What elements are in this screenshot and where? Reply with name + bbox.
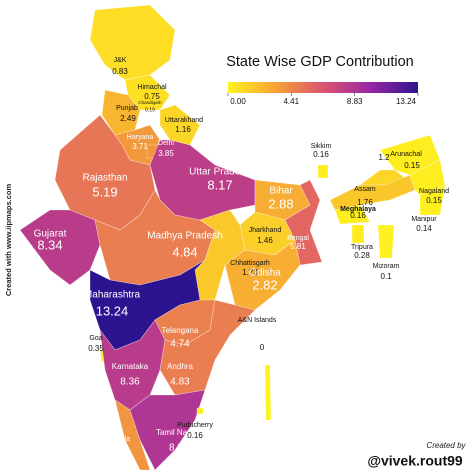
state-value: 13.24 [96,303,129,318]
state-value: 8.34 [37,237,62,252]
state-name: Bengal [287,235,309,242]
state-name: Meghalaya [340,206,376,213]
state-region [284,179,323,266]
state-region [419,184,446,216]
state-value: 0 [260,343,265,352]
colorbar-tick-label: 4.41 [283,97,299,106]
state-value: 1.76 [357,198,373,207]
state-name: Nagaland [419,188,449,195]
state-name: Arunachal [390,151,422,158]
state-value: 0.15 [426,196,442,205]
state-name: Sikkim [311,143,332,150]
state-name: Delhi [158,140,174,147]
state-name: Uttar Pradesh [189,167,251,178]
state-name: Jharkhand [249,227,282,234]
state-value: 1.2 [378,153,390,162]
state-value: 0.15 [404,161,420,170]
state-region [351,224,365,244]
state-name: Kerala [110,436,130,443]
state-name: Tripura [351,244,373,251]
map-title: State Wise GDP Contribution [226,54,414,70]
state-name: Himachal [137,84,167,91]
state-value: 0.16 [350,211,366,220]
state-value: 0.19 [145,107,155,113]
credit-label: Created by [426,441,466,450]
state-name: Karnataka [112,362,149,371]
state-name: Haryana [127,134,154,141]
colorbar-tick-label: 8.83 [347,97,363,106]
state-name: Telangana [162,326,199,335]
state-name: Rajasthan [82,173,127,184]
state-name: Punjab [116,105,138,112]
state-value: 8.36 [120,377,140,388]
state-value: 2.49 [120,114,136,123]
state-value: 0.16 [187,431,203,440]
state-name: Andhra [167,362,193,371]
state-region [129,389,206,471]
state-name: Chandigarh [138,100,162,105]
state-value: 3.86 [112,446,128,455]
state-value: 3.85 [158,149,174,158]
state-region [159,299,256,396]
state-value: 1.73 [242,268,258,277]
state-value: 0.1 [380,272,392,281]
state-name: Goa [89,335,102,342]
state-name: J&K [114,57,127,64]
regions [19,4,446,471]
state-name: Madhya Pradesh [147,231,223,242]
state-region [149,139,256,221]
state-name: Bihar [269,186,293,197]
state-value: 0.16 [313,150,329,159]
state-name: Chhattisgarh [230,260,270,267]
state-name: Tamil Nadu [156,428,196,437]
colorbar [228,82,418,93]
state-name: Odisha [249,268,281,279]
state-value: 0.83 [112,67,128,76]
state-value: 8.17 [207,177,232,192]
state-value: 8.8 [169,443,183,454]
state-name: A&N Islands [238,317,277,324]
state-name: Manipur [411,216,437,223]
state-region [196,407,204,415]
state-value: 5.81 [290,242,306,251]
state-name: Assam [354,186,376,193]
state-region [334,204,371,225]
state-value: 0.28 [354,251,370,260]
state-value: 4.74 [170,339,190,350]
state-value: 3.71 [132,142,148,151]
colorbar-tick-label: 13.24 [396,97,417,106]
state-region [317,164,329,179]
state-value: 5.19 [92,184,117,199]
state-value: 2.88 [268,196,293,211]
state-region [89,4,176,81]
state-value: 0.14 [416,224,432,233]
credit-site: Created with www.iipmaps.com [4,184,13,297]
state-region [224,239,301,311]
colorbar-tick-label: 0.00 [230,97,246,106]
credit-author: @vivek.rout99 [367,453,463,469]
state-region [377,224,395,259]
state-name: Maharashtra [84,290,141,301]
state-region [264,364,272,421]
state-value: 2.82 [252,277,277,292]
state-name: Puducherry [177,422,213,429]
state-name: Mizoram [373,263,400,270]
state-value: 1.46 [257,236,273,245]
state-value: 1.16 [175,125,191,134]
state-value: 4.83 [170,377,190,388]
state-name: Gujarat [34,229,67,240]
state-value: 0.35 [88,344,104,353]
state-region [19,209,101,286]
state-value: 0.75 [144,92,160,101]
state-value: 4.84 [172,244,197,259]
state-name: Uttarakhand [165,117,203,124]
